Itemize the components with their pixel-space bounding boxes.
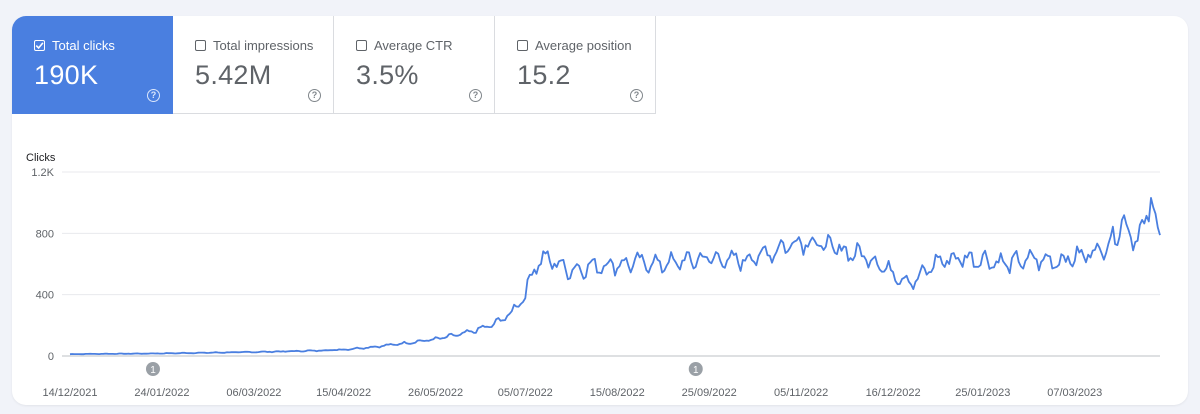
y-tick-label: 800: [36, 228, 54, 240]
metric-label: Average position: [535, 38, 632, 53]
x-tick-label: 06/03/2022: [226, 387, 281, 399]
help-icon[interactable]: ?: [469, 89, 482, 102]
x-tick-label: 16/12/2022: [866, 387, 921, 399]
checkbox-unchecked-icon[interactable]: [195, 40, 206, 51]
annotation-marker[interactable]: 1: [145, 362, 160, 376]
annotation-dot[interactable]: [145, 362, 160, 376]
y-tick-label: 0: [48, 351, 54, 363]
annotation-label: 1: [150, 365, 156, 376]
help-icon[interactable]: ?: [147, 89, 160, 102]
metric-value: 190K: [34, 60, 99, 90]
metric-card-average-position[interactable]: Average position 15.2 ?: [495, 16, 656, 114]
x-tick-label: 26/05/2022: [408, 387, 463, 399]
metric-card-total-clicks[interactable]: Total clicks 190K ?: [12, 16, 173, 114]
x-tick-labels: 14/12/2021 24/01/2022 06/03/2022 15/04/2022…: [42, 387, 1102, 399]
y-tick-label: 1.2K: [31, 167, 54, 179]
annotation-marker[interactable]: 1: [688, 362, 703, 376]
x-tick-label: 05/11/2022: [774, 387, 828, 399]
series-line-clicks: [69, 197, 1161, 356]
performance-card: Total clicks 190K ? Total impressions 5.…: [12, 16, 1188, 405]
x-tick-label: 25/01/2023: [955, 387, 1010, 399]
metric-value: 15.2: [517, 60, 571, 90]
annotation-dot[interactable]: [688, 362, 703, 376]
y-tick-labels: 0 400 800 1.2K: [31, 167, 54, 363]
y-tick-label: 400: [36, 290, 54, 302]
metric-label: Total impressions: [213, 38, 314, 53]
x-tick-label: 05/07/2022: [498, 387, 553, 399]
metric-label: Total clicks: [52, 38, 115, 53]
metric-header: Total impressions: [195, 38, 313, 53]
x-tick-label: 15/04/2022: [316, 387, 371, 399]
x-tick-label: 07/03/2023: [1047, 387, 1102, 399]
metric-card-average-ctr[interactable]: Average CTR 3.5% ?: [334, 16, 495, 114]
checkbox-checked-icon[interactable]: [34, 40, 45, 51]
clicks-line-chart[interactable]: Clicks 0 400 800 1.2K 14/12/2021 24/01/2022 0…: [12, 126, 1188, 401]
annotation-label: 1: [693, 365, 699, 376]
metric-value: 3.5%: [356, 60, 419, 90]
metric-header: Average position: [517, 38, 632, 53]
x-tick-label: 15/08/2022: [590, 387, 645, 399]
metric-header: Average CTR: [356, 38, 453, 53]
metric-tabs: Total clicks 190K ? Total impressions 5.…: [12, 16, 656, 114]
gridlines: [62, 171, 1160, 357]
metric-value: 5.42M: [195, 60, 272, 90]
x-tick-label: 24/01/2022: [134, 387, 189, 399]
metric-card-total-impressions[interactable]: Total impressions 5.42M ?: [173, 16, 334, 114]
help-icon[interactable]: ?: [630, 89, 643, 102]
help-icon[interactable]: ?: [308, 89, 321, 102]
metric-label: Average CTR: [374, 38, 453, 53]
checkbox-unchecked-icon[interactable]: [356, 40, 367, 51]
checkbox-unchecked-icon[interactable]: [517, 40, 528, 51]
x-tick-label: 14/12/2021: [42, 387, 97, 399]
metric-header: Total clicks: [34, 38, 115, 53]
y-axis-label: Clicks: [26, 152, 56, 164]
x-tick-label: 25/09/2022: [682, 387, 737, 399]
